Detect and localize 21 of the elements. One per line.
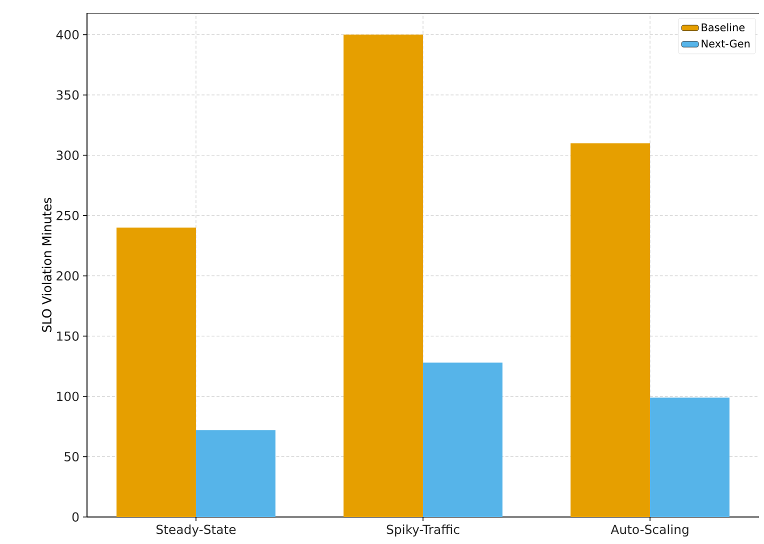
x-tick-label: Auto-Scaling	[610, 524, 688, 537]
y-tick-label: 250	[56, 210, 79, 220]
y-axis-title: SLO Violation Minutes	[42, 198, 52, 332]
y-tick-label: 100	[57, 392, 79, 402]
bar	[196, 430, 276, 517]
y-tick-label: 0	[72, 512, 79, 522]
legend-label: Next-Gen	[702, 40, 750, 48]
bar	[423, 362, 502, 517]
legend-label: Baseline	[702, 23, 745, 32]
bar	[344, 34, 424, 517]
y-tick-label: 400	[56, 30, 79, 40]
x-tick-label: Spiky-Traffic	[386, 524, 460, 537]
bar	[650, 398, 730, 517]
y-tick-label: 300	[56, 150, 79, 160]
y-tick-label: 200	[56, 271, 79, 281]
bar	[116, 228, 196, 517]
y-tick-label: 50	[64, 452, 79, 462]
y-tick-label: 350	[56, 90, 79, 100]
x-tick-label: Steady-State	[156, 524, 236, 537]
bar	[570, 143, 650, 517]
y-tick-label: 150	[57, 331, 79, 341]
